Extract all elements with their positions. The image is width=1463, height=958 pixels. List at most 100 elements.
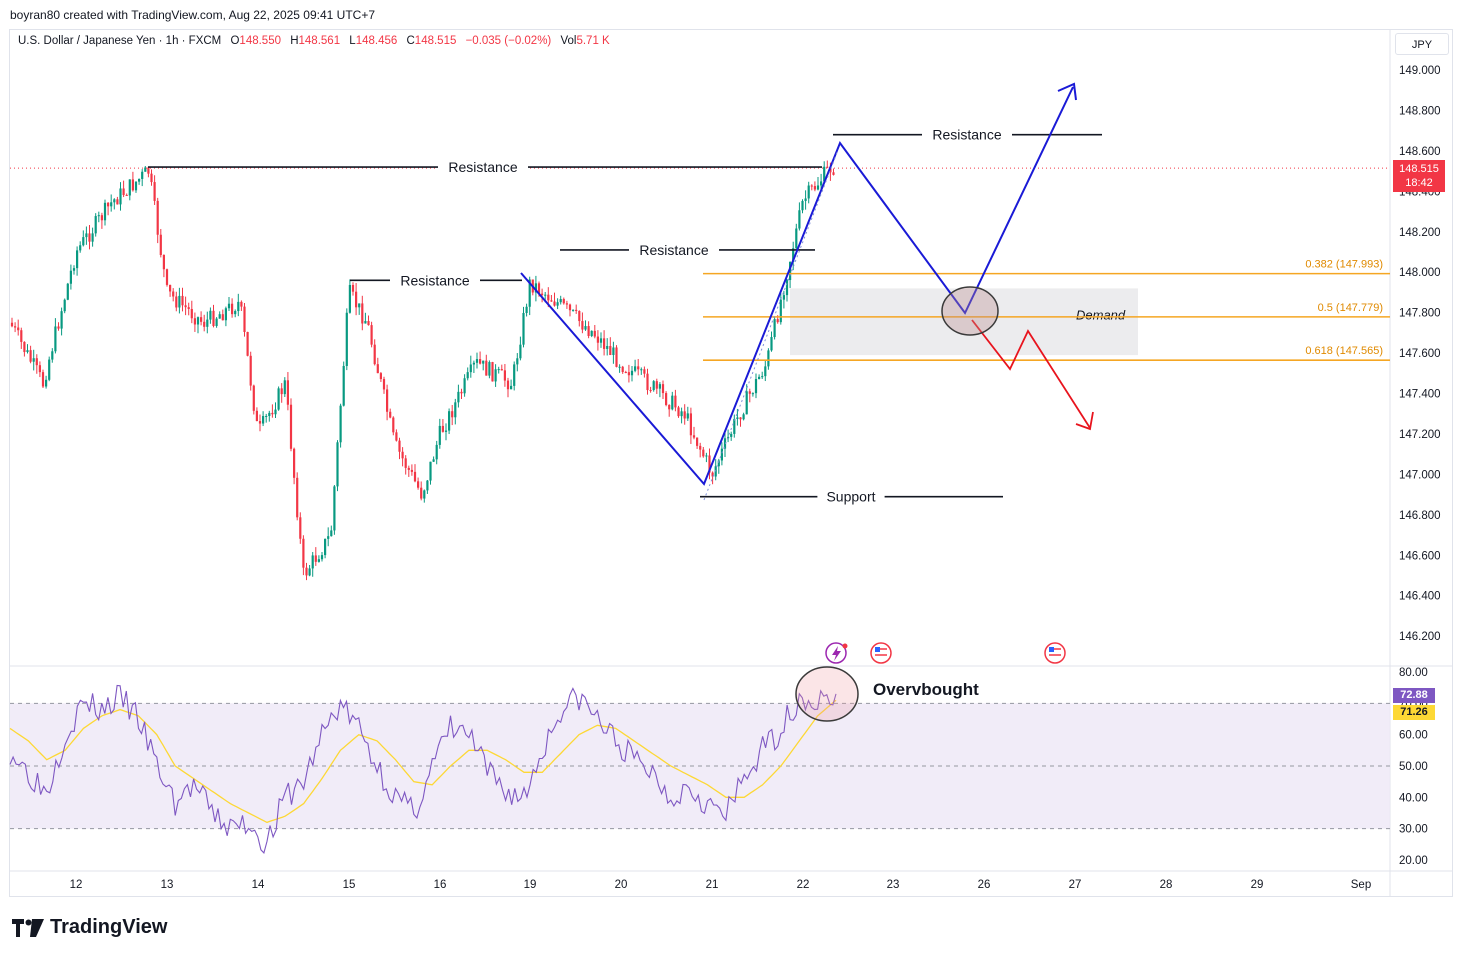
candle-body	[643, 369, 646, 374]
candle-body	[609, 345, 612, 356]
candle-body	[596, 336, 599, 343]
candle-body	[547, 294, 550, 301]
candle-body	[798, 210, 801, 229]
candle-body	[556, 302, 559, 306]
rsi-axis-tick-label: 60.00	[1399, 730, 1428, 742]
candle-body	[550, 300, 553, 302]
time-axis-tick-label: 22	[797, 879, 810, 891]
candle-body	[593, 330, 596, 337]
tradingview-logo[interactable]: TradingView	[12, 916, 167, 939]
candle-body	[500, 369, 503, 371]
price-axis-tick-label: 147.200	[1399, 429, 1441, 441]
candle-body	[606, 345, 609, 349]
candle-body	[320, 555, 324, 560]
candle-body	[32, 358, 35, 362]
candle-body	[234, 311, 237, 315]
time-axis-tick-label: 27	[1069, 879, 1082, 891]
reversal-zone-circle	[941, 286, 999, 336]
candle-body	[603, 338, 606, 349]
rsi-value-tag: 72.88	[1393, 688, 1435, 703]
level-label-bg	[817, 487, 885, 506]
candle-body	[692, 435, 696, 438]
candle-body	[770, 337, 773, 351]
candle-body	[736, 417, 739, 419]
candle-body	[162, 254, 165, 270]
ohlc-open-key: O	[230, 35, 240, 47]
candle-body	[401, 451, 404, 459]
candle-body	[655, 381, 658, 389]
rsi-axis-tick-label: 20.00	[1399, 855, 1428, 867]
candle-body	[215, 318, 218, 326]
candle-body	[671, 395, 674, 410]
candle-body	[274, 409, 277, 415]
candle-body	[169, 284, 172, 292]
candle-body	[451, 411, 454, 418]
candle-body	[246, 331, 249, 356]
candle-body	[652, 381, 655, 391]
candle-body	[469, 364, 472, 373]
candle-body	[686, 413, 689, 419]
candle-body	[565, 303, 568, 305]
candle-body	[206, 319, 209, 327]
candle-body	[286, 380, 289, 405]
candle-body	[172, 291, 175, 297]
resistance-level-label: Resistance	[639, 242, 708, 258]
candle-body	[562, 299, 565, 304]
ohlc-low-value: 148.456	[355, 35, 398, 47]
candle-body	[20, 330, 23, 342]
candle-body	[516, 358, 519, 365]
us-economic-event-icon	[1044, 642, 1066, 664]
candle-body	[432, 459, 435, 462]
rsi-ma-line	[9, 699, 837, 824]
candle-body	[463, 378, 466, 394]
candle-body	[795, 228, 798, 249]
bullish-arrowhead	[1057, 82, 1077, 101]
candle-body	[640, 369, 643, 371]
candle-body	[720, 448, 723, 461]
symbol-legend: U.S. Dollar / Japanese Yen · 1h · FXCM O…	[18, 35, 610, 47]
candles-group	[10, 160, 835, 581]
candle-body	[534, 283, 537, 293]
rsi-ma-value-tag: 71.26	[1393, 705, 1435, 720]
candle-body	[646, 373, 649, 391]
candle-body	[528, 279, 531, 307]
candle-body	[525, 306, 528, 313]
candle-body	[751, 393, 754, 395]
candle-body	[119, 188, 122, 205]
currency-button[interactable]: JPY	[1395, 33, 1449, 55]
fib-level-label: 0.382 (147.993)	[1305, 259, 1383, 271]
candle-body	[714, 466, 717, 477]
candle-body	[280, 388, 283, 395]
rsi-line	[9, 684, 837, 854]
candle-body	[522, 312, 525, 345]
candle-body	[823, 166, 826, 182]
tradingview-logo-icon	[12, 918, 44, 937]
candle-body	[103, 202, 107, 221]
candle-body	[35, 358, 38, 366]
candle-body	[128, 179, 131, 196]
candle-body	[519, 344, 522, 359]
candle-body	[761, 376, 764, 378]
candle-body	[503, 370, 506, 381]
candle-body	[491, 362, 494, 382]
resistance-level-label: Resistance	[448, 159, 517, 175]
candle-body	[637, 366, 640, 370]
candle-body	[348, 284, 351, 313]
candle-body	[311, 555, 314, 569]
demand-zone	[790, 288, 1138, 356]
candle-body	[14, 326, 17, 328]
candle-body	[125, 194, 128, 196]
ohlc-open-value: 148.550	[239, 35, 281, 47]
candle-body	[410, 469, 413, 472]
candle-body	[568, 304, 572, 311]
candle-body	[314, 555, 317, 562]
candle-body	[389, 411, 392, 418]
candle-body	[296, 477, 299, 518]
candle-body	[627, 372, 630, 376]
support-level-label: Support	[826, 489, 875, 505]
candle-body	[249, 355, 252, 386]
candle-body	[472, 362, 475, 365]
time-axis-tick-label: 16	[434, 879, 447, 891]
candle-body	[165, 269, 169, 285]
